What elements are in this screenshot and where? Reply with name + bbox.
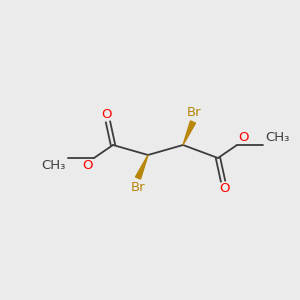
- Text: O: O: [102, 108, 112, 121]
- Text: O: O: [219, 182, 229, 195]
- Polygon shape: [136, 155, 148, 179]
- Text: CH₃: CH₃: [42, 159, 66, 172]
- Text: Br: Br: [187, 106, 201, 119]
- Text: O: O: [82, 159, 93, 172]
- Text: CH₃: CH₃: [265, 131, 289, 144]
- Text: O: O: [238, 131, 248, 144]
- Text: Br: Br: [131, 181, 145, 194]
- Polygon shape: [183, 121, 196, 145]
